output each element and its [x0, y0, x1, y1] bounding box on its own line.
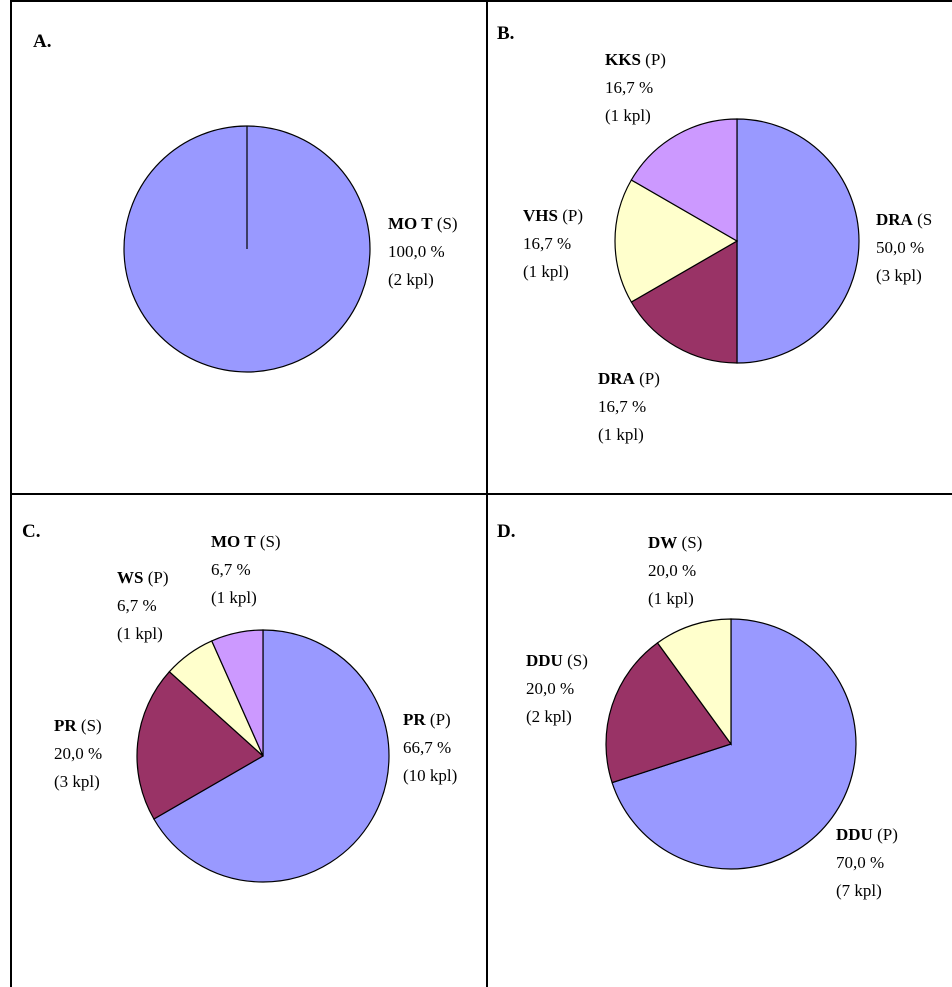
slice-label: DW (S) 20,0 % (1 kpl) [648, 533, 702, 608]
slice-label: MO T (S) 100,0 % (2 kpl) [388, 214, 458, 289]
pie-slice [656, 618, 732, 746]
slice-label: DDU (P) 70,0 % (7 kpl) [836, 825, 898, 900]
pie-slice [136, 670, 265, 820]
slice-label: WS (P) 6,7 % (1 kpl) [117, 568, 169, 643]
slice-label: PR (P) 66,7 % (10 kpl) [403, 710, 457, 785]
pie-slice [736, 118, 860, 364]
slice-label: DRA (P) 16,7 % (1 kpl) [598, 369, 660, 444]
slice-label: DRA (S 50,0 % (3 kpl) [876, 210, 932, 285]
panel-c-letter: C. [22, 521, 40, 542]
panel-a-letter: A. [33, 31, 51, 52]
slice-label: VHS (P) 16,7 % (1 kpl) [523, 206, 583, 281]
pie-slice [614, 179, 739, 303]
pie-slice [210, 629, 264, 757]
pie-slice [630, 239, 738, 364]
panel-b-letter: B. [497, 23, 514, 44]
pie-slice [153, 629, 390, 883]
panel-d-letter: D. [497, 521, 515, 542]
panel-borders [10, 0, 952, 987]
pie-slice [630, 118, 738, 243]
slice-label: DDU (S) 20,0 % (2 kpl) [526, 651, 588, 726]
slice-label: PR (S) 20,0 % (3 kpl) [54, 716, 102, 791]
pie-slice [611, 618, 857, 870]
pie-slice [605, 642, 732, 784]
pie-b [614, 118, 860, 364]
pie-d [605, 618, 857, 870]
slice-label: MO T (S) 6,7 % (1 kpl) [211, 532, 281, 607]
slice-label: KKS (P) 16,7 % (1 kpl) [605, 50, 666, 125]
pie-c [136, 629, 390, 883]
pie-a [123, 125, 371, 373]
